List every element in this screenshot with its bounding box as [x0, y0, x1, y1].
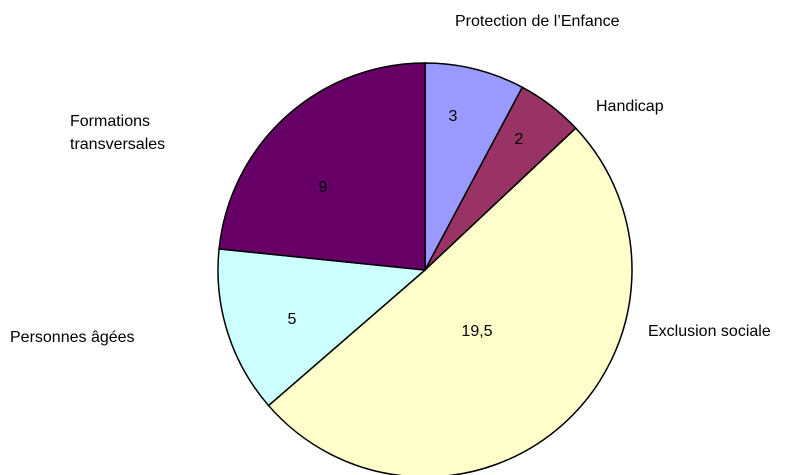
value-label: 9 [319, 179, 328, 196]
value-label: 2 [515, 131, 524, 148]
pie-slice [218, 62, 426, 271]
category-label: Exclusion sociale [648, 323, 771, 340]
value-label: 5 [288, 311, 297, 328]
pie-slice [217, 248, 427, 407]
category-label: Protection de l’Enfance [455, 13, 620, 30]
category-label: Formations transversales [70, 113, 166, 153]
pie-slice [267, 127, 633, 475]
value-label: 19,5 [461, 323, 492, 340]
value-label: 3 [449, 108, 458, 125]
category-label: Personnes âgées [10, 329, 135, 346]
category-label: Handicap [596, 98, 664, 115]
pie-slice [424, 62, 524, 271]
